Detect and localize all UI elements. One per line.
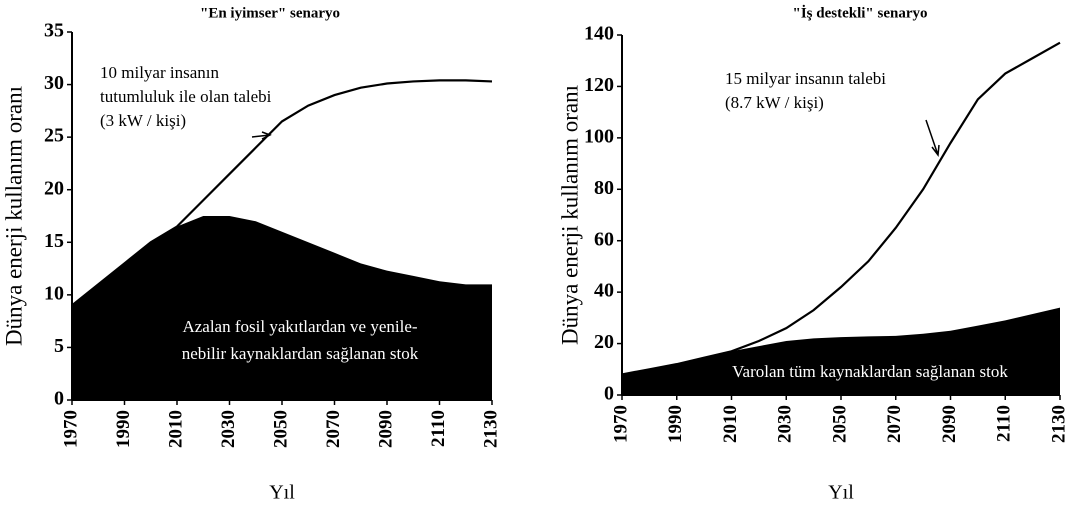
- x-tick-label: 2090: [375, 410, 396, 448]
- area: [72, 216, 492, 400]
- y-tick-label: 25: [44, 125, 64, 147]
- y-axis-label: Dünya enerji kullanım oranı: [1, 86, 26, 346]
- x-tick-label: 1970: [610, 405, 631, 443]
- annotation: 10 milyar insanın: [100, 63, 219, 82]
- annotation: (3 kW / kişi): [100, 111, 186, 130]
- x-tick-label: 2130: [480, 410, 501, 448]
- x-tick-label: 2070: [323, 410, 344, 448]
- chart-title: "En iyimser" senaryo: [200, 5, 340, 21]
- y-tick-label: 30: [44, 72, 64, 94]
- x-tick-label: 2030: [775, 405, 796, 443]
- x-tick-label: 2050: [270, 410, 291, 448]
- x-axis-label: Yıl: [828, 482, 854, 504]
- arrow: [925, 119, 940, 157]
- y-axis-label: Dünya enerji kullanım oranı: [557, 85, 582, 345]
- annotation: tutumluluk ile olan talebi: [100, 87, 272, 106]
- x-tick-label: 1990: [113, 410, 134, 448]
- x-axis-label: Yıl: [269, 482, 295, 504]
- x-tick-label: 2090: [939, 405, 960, 443]
- y-tick-label: 120: [584, 74, 614, 96]
- y-tick-label: 20: [44, 177, 64, 199]
- x-tick-label: 2110: [994, 405, 1015, 442]
- y-tick-label: 35: [44, 20, 64, 42]
- y-tick-label: 5: [54, 335, 64, 357]
- y-tick-label: 0: [604, 383, 614, 405]
- x-tick-label: 2010: [165, 410, 186, 448]
- annotation: nebilir kaynaklardan sağlanan stok: [182, 344, 419, 363]
- y-tick-label: 0: [54, 388, 64, 410]
- x-tick-label: 2110: [428, 410, 449, 447]
- annotation: 15 milyar insanın talebi: [725, 69, 886, 88]
- x-tick-label: 1990: [665, 405, 686, 443]
- y-tick-label: 100: [584, 125, 614, 147]
- x-tick-label: 2130: [1048, 405, 1069, 443]
- y-tick-label: 10: [44, 282, 64, 304]
- area: [622, 307, 1060, 395]
- line: [621, 41, 1061, 376]
- y-tick-label: 80: [594, 177, 614, 199]
- x-tick-label: 2050: [829, 405, 850, 443]
- x-tick-label: 1970: [60, 410, 81, 448]
- y-tick-label: 40: [594, 280, 614, 302]
- x-tick-label: 2030: [218, 410, 239, 448]
- y-tick-label: 140: [584, 23, 614, 45]
- annotation: Varolan tüm kaynaklardan sağlanan stok: [732, 362, 1008, 381]
- annotation: Azalan fosil yakıtlardan ve yenile-: [182, 317, 417, 336]
- y-tick-label: 60: [594, 228, 614, 250]
- annotation: (8.7 kW / kişi): [725, 93, 824, 112]
- chart-title: "İş destekli" senaryo: [793, 4, 928, 21]
- y-tick-label: 15: [44, 230, 64, 252]
- y-tick-label: 20: [594, 331, 614, 353]
- x-tick-label: 2010: [720, 405, 741, 443]
- x-tick-label: 2070: [884, 405, 905, 443]
- line: [71, 79, 493, 307]
